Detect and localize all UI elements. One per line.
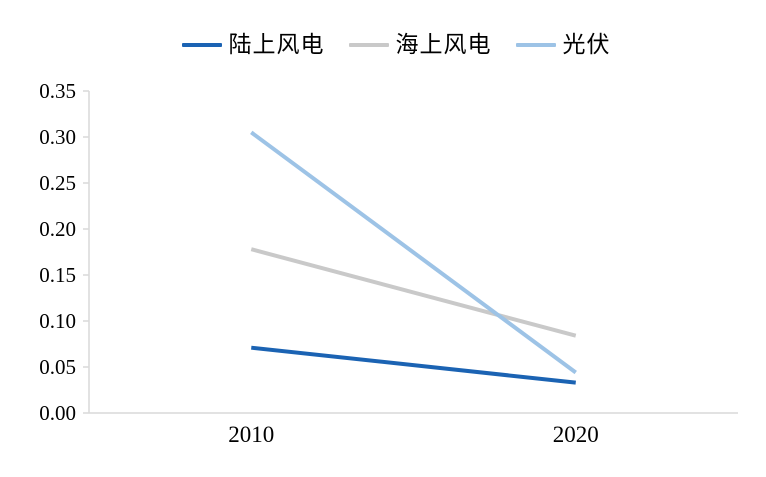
y-axis-label: 0.25 [39,171,76,195]
x-axis-label: 2010 [228,422,274,447]
y-axis-label: 0.35 [39,79,76,103]
y-axis-label: 0.05 [39,355,76,379]
legend-label-offshore-wind: 海上风电 [395,32,492,57]
x-axis-label: 2020 [553,422,599,447]
legend-item-offshore-wind: 海上风电 [348,32,492,57]
series-line-0 [251,345,576,385]
legend-line-swatch-pv [515,42,556,47]
legend-line-swatch-onshore-wind [181,42,222,47]
legend-label-onshore-wind: 陆上风电 [228,32,325,57]
y-axis-label: 0.15 [39,263,76,287]
series-line-1 [250,247,577,338]
series-line-2 [250,130,577,375]
chart-legend: 陆上风电 海上风电 光伏 [13,33,766,56]
legend-item-pv: 光伏 [515,32,611,57]
legend-line-swatch-offshore-wind [348,42,389,47]
legend-item-onshore-wind: 陆上风电 [181,32,325,57]
y-axis-label: 0.00 [39,401,76,425]
y-axis-label: 0.30 [39,125,76,149]
y-axis-label: 0.20 [39,217,76,241]
y-axis-label: 0.10 [39,309,76,333]
legend-label-pv: 光伏 [562,32,611,57]
